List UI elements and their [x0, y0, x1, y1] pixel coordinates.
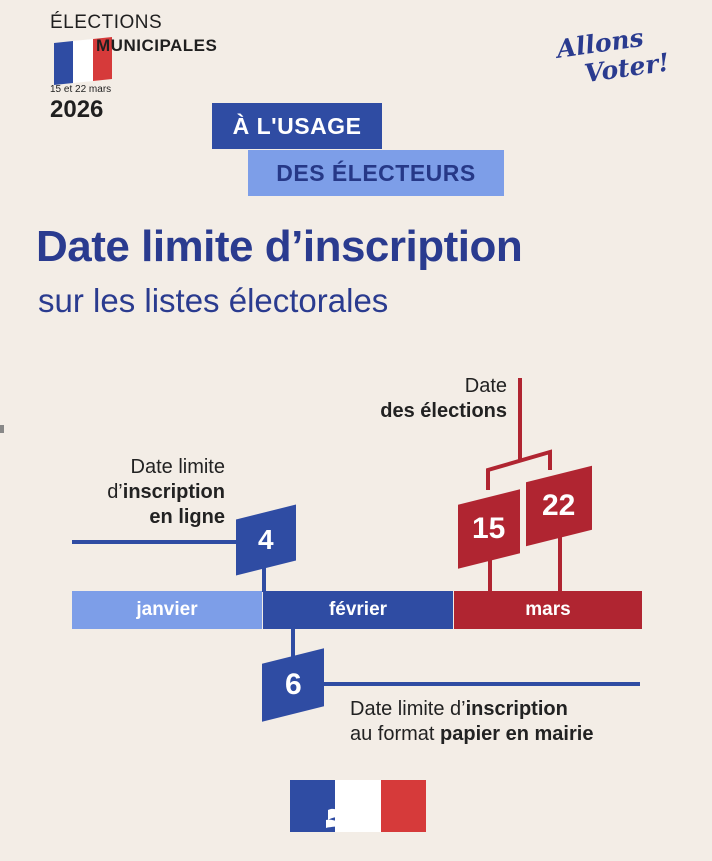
online-deadline-label: Date limite d’inscription en ligne — [107, 455, 225, 530]
online-label-line1: Date limite — [130, 456, 225, 478]
month-janvier: janvier — [72, 591, 262, 629]
marianne-icon — [326, 783, 376, 832]
paper-label-line2: au format papier en mairie — [350, 722, 593, 747]
online-label-prefix: d’ — [107, 481, 123, 503]
elections-label: Date des élections — [380, 374, 507, 424]
edge-mark — [0, 425, 4, 433]
logo-year: 2026 — [50, 96, 104, 123]
paper-deadline-label: Date limite d’inscription au format papi… — [350, 697, 593, 747]
electeurs-band: DES ÉLECTEURS — [248, 150, 504, 196]
elections-label-line1: Date — [464, 375, 507, 397]
online-label-line3: en ligne — [149, 506, 225, 528]
elections-label-line2: des élections — [380, 400, 507, 422]
logo-title-line1: ÉLECTIONS — [50, 12, 163, 33]
online-label-line2: d’inscription — [107, 480, 225, 505]
paper-label-bold1: inscription — [465, 698, 568, 720]
usage-band: À L'USAGE — [212, 103, 382, 149]
page-title: Date limite d’inscription — [36, 222, 523, 271]
paper-label-prefix1: Date limite d’ — [350, 698, 466, 720]
page-subtitle: sur les listes électorales — [38, 282, 389, 319]
logo-title-line2: MUNICIPALES — [96, 36, 218, 55]
election-day2: 22 — [542, 489, 576, 522]
month-fevrier: février — [263, 591, 453, 629]
paper-label-prefix2: au format — [350, 723, 441, 745]
election-day1: 15 — [472, 512, 506, 545]
online-label-bold: inscription — [122, 481, 225, 503]
month-mars: mars — [454, 591, 642, 629]
paper-day: 6 — [284, 668, 302, 701]
logo-dates: 15 et 22 mars — [50, 84, 112, 95]
paper-label-bold2: papier en mairie — [440, 723, 594, 745]
elections-bracket — [486, 378, 552, 490]
online-day: 4 — [258, 524, 274, 556]
paper-label-line1: Date limite d’inscription — [350, 697, 593, 722]
